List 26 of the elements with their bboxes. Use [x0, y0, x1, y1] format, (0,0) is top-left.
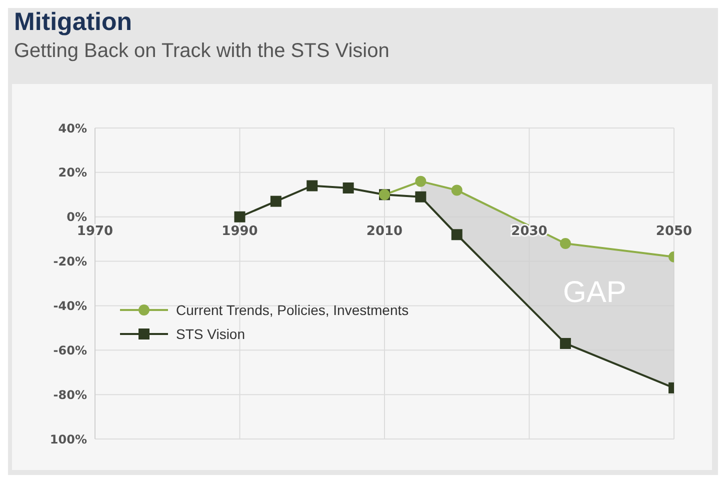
- legend-label: STS Vision: [176, 326, 245, 342]
- chart-title: Mitigation: [14, 8, 132, 37]
- x-tick-label: 1990: [222, 224, 258, 239]
- point: [560, 238, 571, 250]
- chart-subtitle: Getting Back on Track with the STS Vision: [14, 40, 390, 63]
- point: [306, 180, 318, 192]
- point: [415, 191, 426, 202]
- y-tick-label: 100%: [50, 432, 87, 446]
- point: [560, 338, 571, 349]
- x-tick-label: 2010: [366, 224, 403, 239]
- y-tick-label: -40%: [53, 298, 87, 313]
- y-tick-label: 40%: [58, 121, 87, 136]
- y-tick-label: -20%: [53, 254, 87, 269]
- point: [415, 176, 426, 187]
- y-tick-label: -60%: [53, 343, 87, 358]
- point: [451, 229, 462, 240]
- point: [451, 184, 462, 196]
- legend-label: Current Trends, Policies, Investments: [176, 302, 409, 318]
- x-tick-label: 2050: [656, 224, 692, 239]
- x-tick-label: 1970: [76, 224, 114, 239]
- y-tick-label: -80%: [53, 388, 87, 402]
- y-tick-label: 0%: [66, 210, 87, 224]
- point: [270, 196, 282, 207]
- point: [342, 182, 354, 194]
- point: [234, 211, 246, 222]
- y-tick-label: 20%: [58, 166, 87, 180]
